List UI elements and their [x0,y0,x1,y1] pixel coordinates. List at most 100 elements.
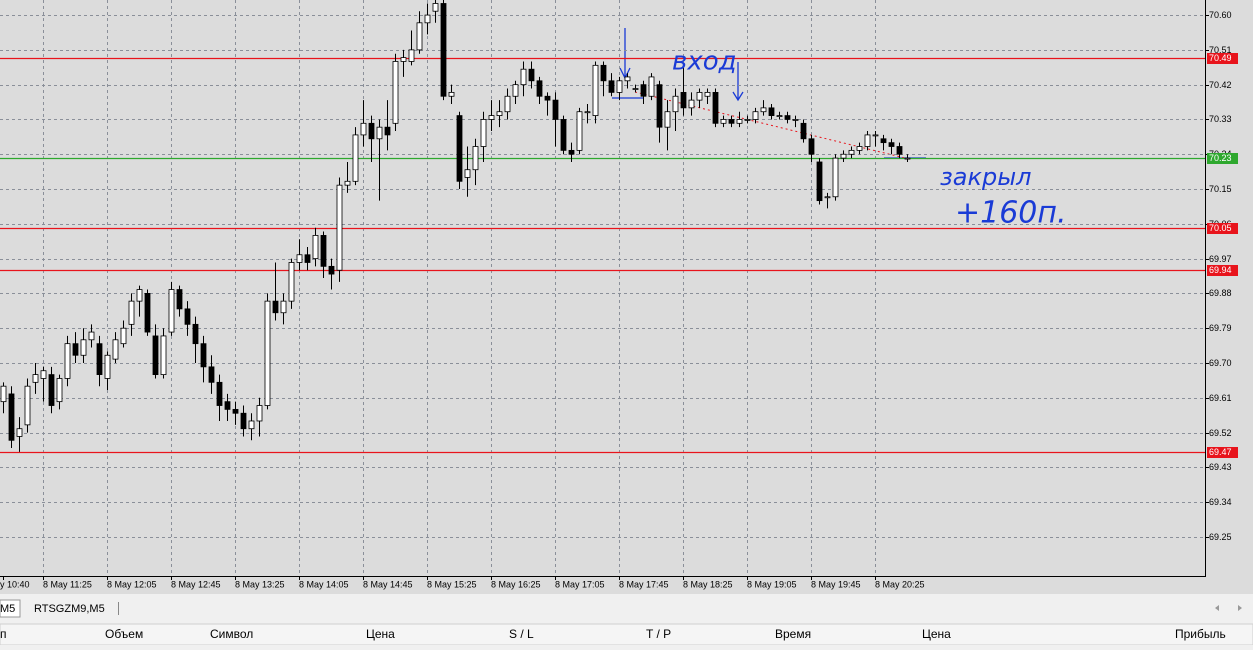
candle-body [680,91,687,109]
candle-body [48,374,55,406]
candle-body [880,138,887,144]
candle-body [848,149,855,155]
level-tag [1207,265,1238,276]
chart-background [0,0,1253,577]
y-tick-label: 69.52 [1209,428,1232,438]
candle-body [888,142,895,147]
candle-body [72,343,79,356]
candle-body [464,169,471,178]
x-tick-label: 8 May 12:05 [107,579,157,589]
candle-body [424,14,431,24]
candle-body [128,300,135,325]
candle-body [672,95,679,113]
candle-body [80,339,87,356]
y-tick-label: 69.34 [1209,497,1232,507]
candle-body [368,122,375,140]
candle-body [872,134,879,137]
candle-body [544,95,551,101]
candle-body [432,3,439,12]
candle-body [272,300,279,314]
y-tick-label: 70.51 [1209,45,1232,55]
candle-body [400,57,407,62]
column-header[interactable]: Прибыль [1175,627,1226,641]
y-tick-label: 69.25 [1209,532,1232,542]
candle-body [88,331,95,341]
y-tick-label: 70.42 [1209,80,1232,90]
candle-body [736,119,743,124]
x-tick-label: y 10:40 [0,579,30,589]
candle-body [800,122,807,140]
candle-body [216,381,223,406]
column-header[interactable]: Цена [922,627,951,641]
candle-body [552,99,559,120]
candle-body [288,262,295,302]
level-tag [1207,53,1238,64]
candle-body [488,115,495,120]
candle-body [608,80,615,93]
candle-body [240,412,247,430]
candle-body [784,115,791,120]
column-header[interactable]: п [0,627,7,641]
candle-body [904,157,911,160]
y-tick-label: 69.43 [1209,462,1232,472]
candle-body [504,95,511,113]
candle-body [24,385,31,426]
candle-body [152,335,159,375]
candle-body [112,339,119,360]
candle-body [408,49,415,62]
candle-body [16,428,23,437]
tab[interactable]: RTSGZM9,M5 [34,603,105,615]
column-header[interactable]: Объем [105,627,143,641]
x-tick-label: 8 May 19:05 [747,579,797,589]
tab-active[interactable] [0,599,21,618]
candle-body [120,327,127,345]
candle-body [664,111,671,128]
column-header[interactable]: T / P [646,627,671,641]
candle-body [704,91,711,97]
candle-body [480,119,487,147]
candle-body [728,119,735,124]
candle-body [752,111,759,120]
candle-body [224,401,231,410]
candle-body [280,300,287,314]
candle-body [232,408,239,414]
candle-body [576,111,583,151]
candle-body [648,76,655,97]
column-header[interactable]: S / L [509,627,534,641]
candle-body [792,119,799,121]
column-header[interactable]: Время [775,627,811,641]
candle-body [824,196,831,199]
candle-body [256,405,263,422]
candle-body [640,84,647,97]
candle-body [632,88,639,90]
x-tick-label: 8 May 14:05 [299,579,349,589]
tab[interactable]: M5 [0,603,15,615]
candle-body [312,235,319,260]
candle-body [624,76,631,82]
candle-body [600,64,607,82]
candle-body [520,68,527,86]
candle-body [456,115,463,182]
candle-body [496,111,503,116]
column-header[interactable]: Цена [366,627,395,641]
candle-body [856,146,863,151]
candle-body [832,157,839,198]
candle-body [136,289,143,302]
x-tick-label: 8 May 17:05 [555,579,605,589]
x-tick-label: 8 May 14:45 [363,579,413,589]
candle-body [336,184,343,271]
candle-body [696,91,703,101]
candle-body [616,80,623,93]
candle-body [448,91,455,97]
candle-body [8,393,15,441]
candle-body [712,91,719,124]
candle-body [416,22,423,51]
level-label: 70.49 [1209,53,1232,63]
y-tick-label: 69.61 [1209,393,1232,403]
column-header[interactable]: Символ [210,627,253,641]
candle-body [176,289,183,310]
candle-body [208,366,215,383]
annotation: вход [672,47,737,77]
annotation: +160п. [955,196,1067,231]
